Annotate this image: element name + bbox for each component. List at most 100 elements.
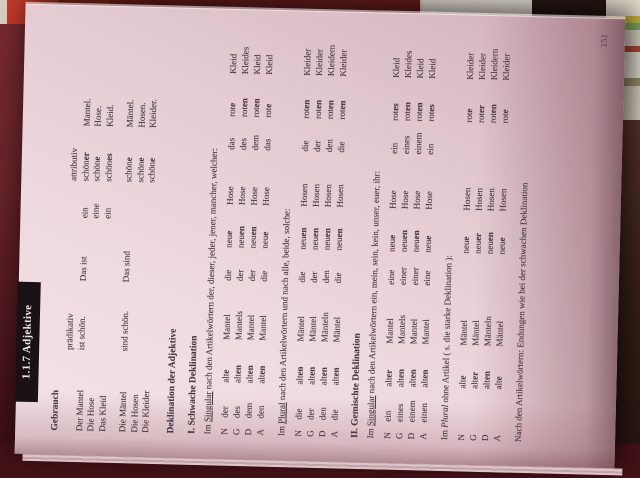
intro-pre: Im	[438, 427, 449, 441]
adjective: rote	[261, 78, 274, 118]
case-letter: A	[417, 432, 428, 440]
article: die	[222, 269, 233, 281]
adj-stem: neu	[297, 236, 308, 250]
adj-stem: neu	[333, 237, 344, 251]
adj-stem: rot	[238, 106, 249, 118]
article	[467, 392, 480, 424]
adj-ending: en	[244, 365, 255, 375]
adj-ending: er	[383, 369, 394, 378]
adjective: rote	[225, 77, 238, 117]
article: den	[255, 405, 266, 419]
adj-ending: e	[259, 231, 270, 236]
adj-ending: en	[235, 225, 246, 236]
adj-stem: alt	[305, 375, 317, 385]
intro-keyword: Singular	[201, 391, 213, 423]
adjective: neuen	[483, 214, 496, 254]
adj-stem: rot	[250, 107, 261, 118]
adj-stem: schön	[102, 160, 114, 182]
adj-ending: e	[463, 108, 474, 113]
article: einer	[397, 266, 408, 286]
adj-stem: schön	[91, 160, 102, 182]
noun: Kleider	[464, 52, 476, 80]
adj-stem: alt	[406, 378, 418, 388]
adj-stem: neu	[410, 239, 421, 253]
adj-ending: en	[484, 232, 495, 242]
article	[474, 126, 487, 156]
adj-stem: schön	[79, 160, 91, 182]
noun: Hosen	[334, 184, 345, 208]
noun: Kleid	[390, 57, 401, 78]
adj-ending: en	[333, 228, 344, 238]
article: der	[219, 406, 230, 418]
adjective: alter	[468, 349, 481, 389]
article: ein	[424, 143, 435, 155]
article: ein	[388, 142, 399, 154]
adj-stem: rot	[463, 112, 474, 123]
article	[479, 392, 492, 424]
article	[482, 257, 495, 287]
noun: Mantel	[419, 318, 431, 345]
case-letter: D	[316, 430, 327, 438]
article: ein	[381, 410, 393, 422]
adj-stem: neu	[386, 238, 397, 252]
adj-stem: neu	[496, 241, 507, 255]
adj-ending: en	[398, 229, 409, 240]
adj-ending: es	[103, 153, 114, 161]
adjective: neuer	[471, 214, 484, 254]
article	[134, 187, 146, 219]
adjective: alten	[329, 345, 342, 385]
article	[455, 391, 468, 423]
noun: Mäntel	[330, 316, 342, 343]
adj-ending: e	[223, 230, 234, 235]
adj-ending: e	[422, 235, 433, 240]
noun: Mäntel	[493, 320, 505, 347]
article: den	[323, 139, 334, 153]
noun: Kleider	[476, 52, 488, 81]
adj-stem: alt	[492, 380, 504, 390]
article: die	[296, 271, 307, 283]
footer-note: Nach den Artikelwörtern: Endungen wie be…	[512, 182, 529, 443]
adj-ending: e	[220, 369, 231, 374]
adj-ending: en	[312, 99, 323, 110]
adjective: alten	[418, 347, 431, 387]
adj-ending: en	[318, 366, 329, 377]
adj-ending: e	[386, 234, 397, 239]
article: der	[305, 408, 316, 420]
intro-pre: Im	[201, 421, 212, 435]
article: eines	[400, 135, 411, 155]
adj-stem: rot	[262, 107, 273, 118]
adjective: alten	[231, 343, 244, 383]
adj-stem: rot	[324, 109, 335, 120]
adj-ending: e	[226, 102, 237, 107]
subject: Das Kleid	[96, 395, 108, 432]
noun: Kleider	[500, 53, 512, 81]
adjective: schönes	[103, 132, 116, 182]
adjective: alte	[456, 348, 469, 388]
article: eine	[385, 269, 396, 285]
adjective: roten	[412, 81, 425, 121]
case-letter: A	[254, 428, 265, 436]
adj-stem: neu	[460, 240, 471, 254]
intro-keyword: Singular	[364, 395, 376, 427]
adj-stem: rot	[413, 111, 424, 122]
adj-stem: schön	[123, 161, 134, 183]
article: einem	[405, 400, 417, 423]
noun: Kleides	[402, 50, 414, 79]
adjective: neuen	[308, 210, 321, 250]
adj-ending: en	[309, 227, 320, 237]
adj-stem: alt	[382, 377, 394, 387]
noun: Kleides	[239, 46, 251, 75]
adjective: alten	[394, 347, 407, 387]
adj-stem: alt	[231, 373, 243, 384]
adjective: alten	[480, 349, 493, 389]
article: die	[329, 409, 340, 421]
article: das	[261, 138, 272, 151]
adj-ending: en	[487, 104, 498, 114]
adj-ending: e	[123, 157, 134, 162]
noun: Hose	[423, 191, 434, 210]
adj-ending: en	[481, 370, 492, 381]
adjective: rotes	[424, 82, 437, 122]
